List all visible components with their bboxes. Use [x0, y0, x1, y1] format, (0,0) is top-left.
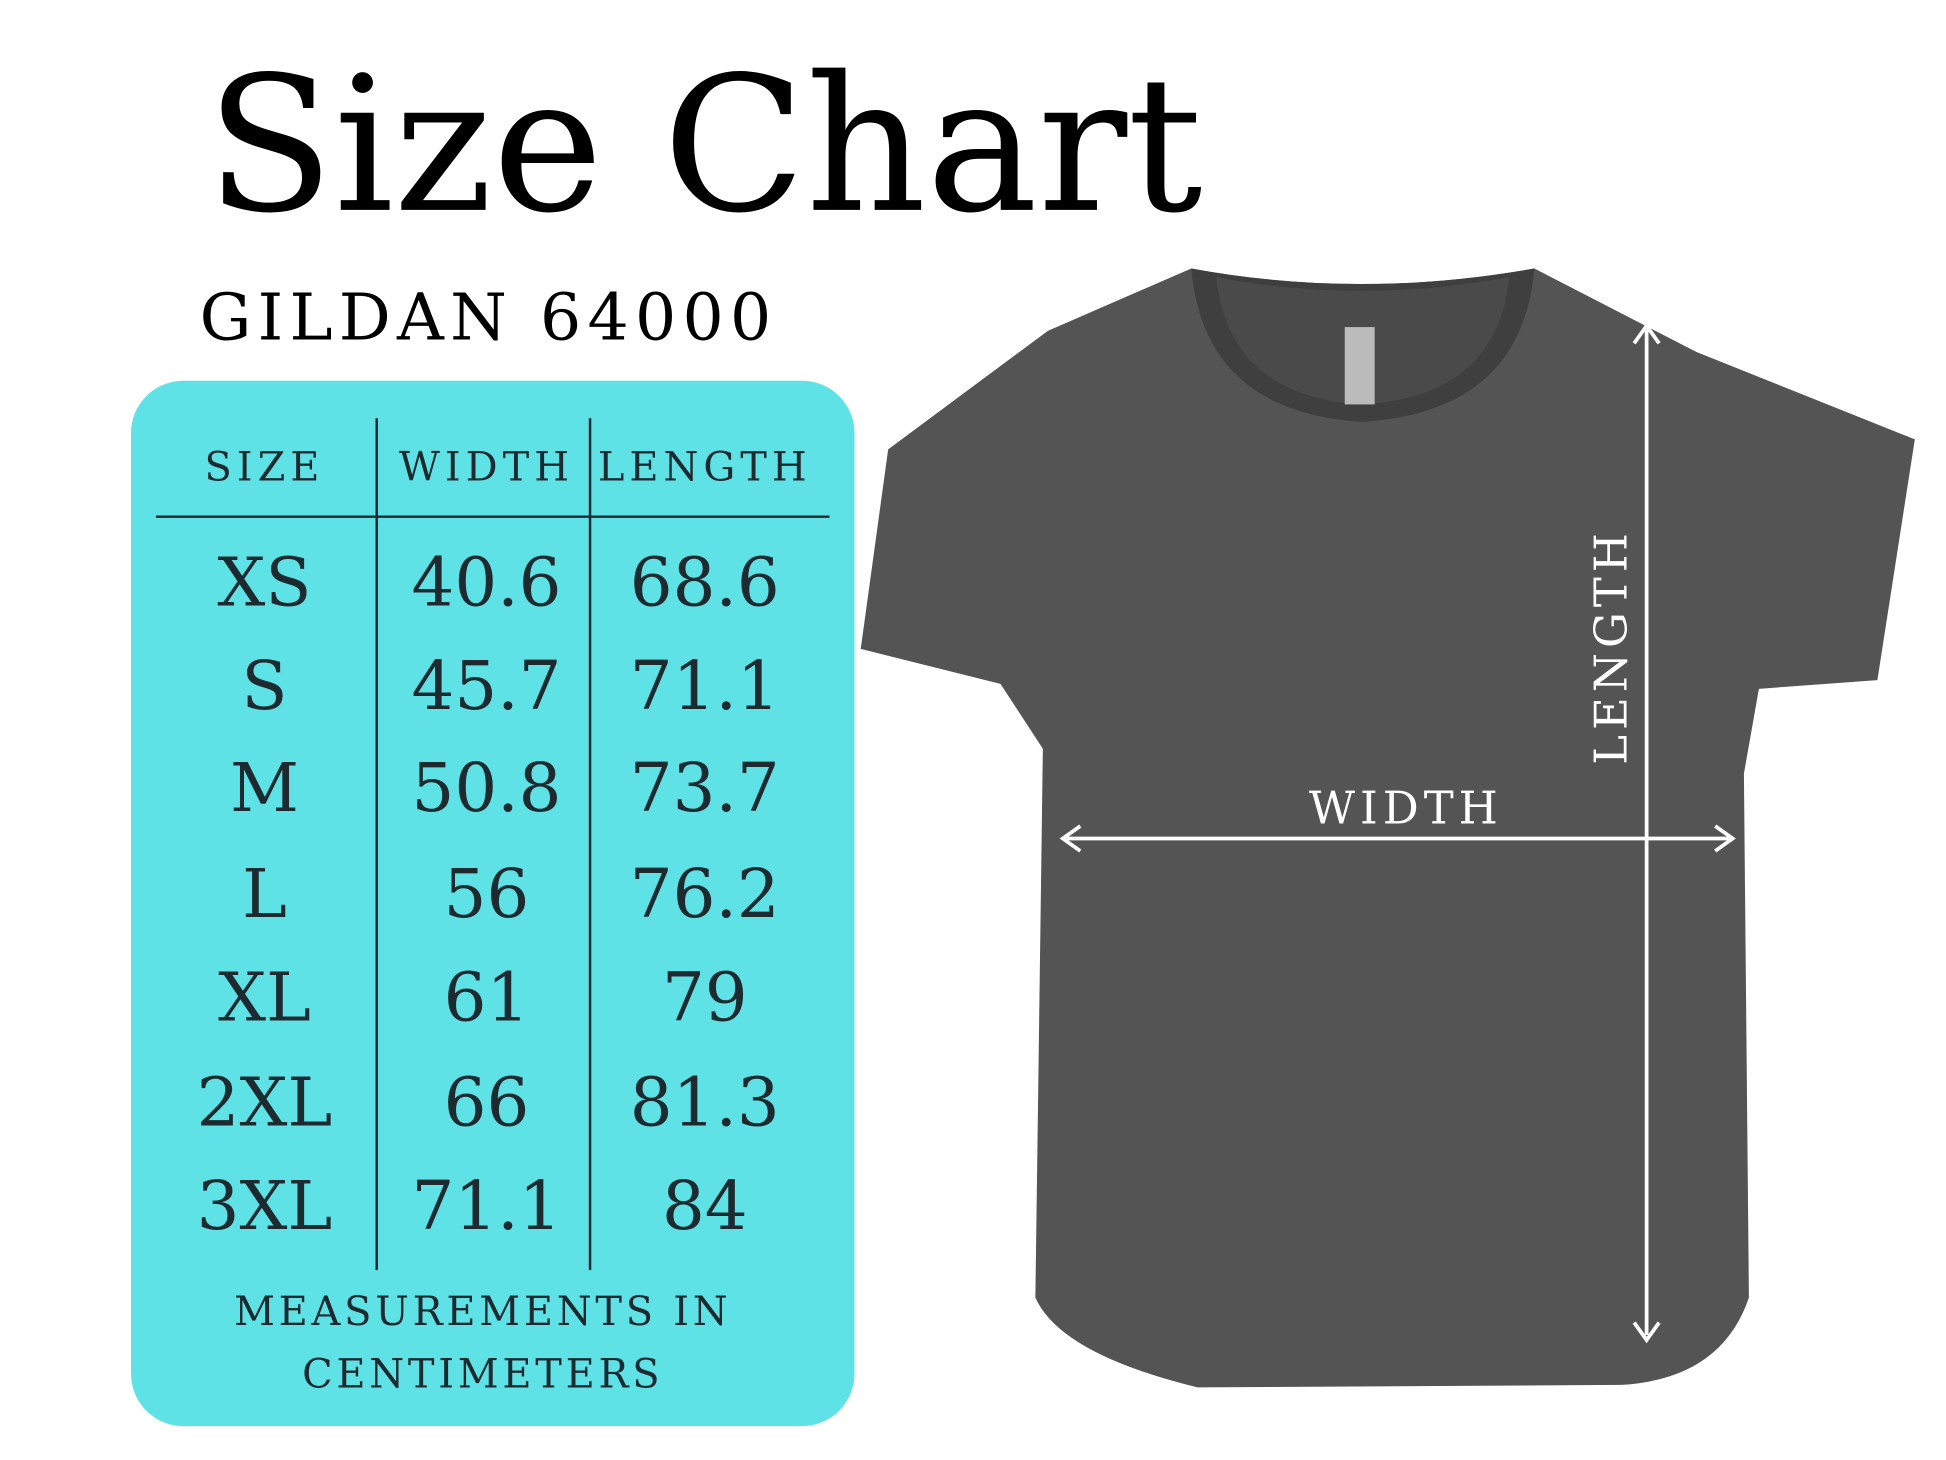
measurement: 71.1 [630, 646, 780, 725]
length-label: LENGTH [1585, 528, 1638, 765]
measurement: 61 [444, 958, 530, 1037]
measurement: 66 [444, 1062, 530, 1141]
table-panel [130, 380, 855, 1427]
measurement: 79 [662, 958, 748, 1037]
size-label: 2XL [197, 1062, 333, 1141]
size-table: SIZE WIDTH LENGTH XS 40.6 68.6 S 45.7 71.1 M 50.8 7… [197, 445, 812, 1245]
column-header: WIDTH [399, 445, 574, 491]
size-label: L [242, 854, 287, 933]
size-label: S [241, 646, 287, 725]
note-line: MEASUREMENTS IN [234, 1289, 731, 1335]
arrow-head [1632, 1321, 1661, 1344]
column-header: SIZE [204, 445, 324, 491]
width-label: WIDTH [1309, 782, 1503, 835]
arrow-head [1632, 322, 1661, 345]
measurement: 76.2 [630, 854, 780, 933]
measurement: 84 [662, 1166, 748, 1245]
measurement: 56 [444, 854, 530, 933]
measurement: 81.3 [630, 1062, 780, 1141]
size-label: XL [218, 958, 311, 1037]
title: Size Chart [206, 37, 1203, 255]
column-header: LENGTH [598, 445, 812, 491]
measurement: 71.1 [412, 1166, 562, 1245]
measurement: 40.6 [412, 542, 562, 621]
shirt [860, 268, 1915, 1388]
measurement: 73.7 [630, 748, 780, 827]
subtitle: GILDAN 64000 [200, 281, 778, 356]
arrow-head [1714, 824, 1736, 853]
note-line: CENTIMETERS [302, 1351, 663, 1397]
size-label: M [230, 748, 299, 827]
size-label: XS [217, 542, 311, 621]
arrow-head [1059, 824, 1082, 853]
tag [1344, 327, 1375, 405]
measurement: 68.6 [630, 542, 780, 621]
measurement: 45.7 [412, 646, 562, 725]
size-label: 3XL [197, 1166, 333, 1245]
shirt-image: WIDTH LENGTH [860, 268, 1915, 1388]
arrows [1059, 322, 1736, 1344]
measurement: 50.8 [412, 748, 562, 827]
